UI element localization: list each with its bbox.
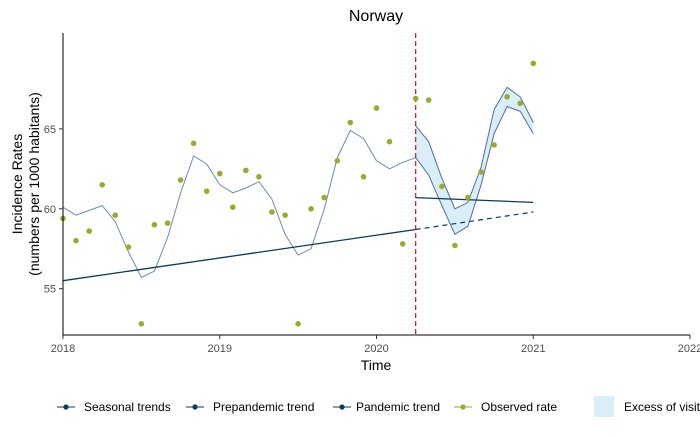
observed-point — [73, 237, 79, 244]
y-tick-label: 60 — [44, 204, 56, 216]
y-axis-title-line-1: Incidence Rates — [9, 134, 25, 234]
plot-area — [60, 33, 537, 335]
observed-point — [478, 169, 484, 175]
excess-band-lower-line — [415, 105, 534, 236]
x-tick-label: 2018 — [51, 343, 75, 355]
legend-item-seasonal: Seasonal trends — [57, 400, 171, 414]
legend-key-observed-dot — [460, 404, 466, 410]
observed-point — [360, 174, 367, 180]
legend-key-prepandemic-dot — [192, 404, 198, 410]
observed-point — [373, 105, 380, 111]
y-axis-title-line-2: (numbers per 1000 habitants) — [26, 92, 42, 276]
x-tick-label: 2021 — [521, 343, 545, 355]
observed-point — [164, 220, 171, 226]
legend-key-seasonal-dot — [63, 404, 69, 410]
observed-point — [230, 204, 236, 210]
legend-key-excess-swatch — [594, 396, 614, 417]
excess-band — [415, 87, 534, 235]
legend-item-excess: Excess of visits — [594, 396, 700, 417]
legend-label-excess: Excess of visits — [624, 400, 700, 414]
x-tick-label: 2019 — [208, 343, 232, 355]
prepandemic-projection-line — [415, 211, 534, 231]
observed-point — [112, 212, 118, 218]
observed-point — [321, 194, 328, 201]
observed-point — [347, 119, 354, 126]
observed-point — [177, 177, 184, 183]
observed-point — [282, 212, 288, 218]
observed-point — [399, 241, 406, 247]
observed-point — [491, 142, 497, 148]
observed-point — [412, 95, 419, 102]
observed-point — [439, 183, 445, 190]
observed-point — [530, 60, 537, 67]
observed-point — [203, 188, 210, 194]
excess-band-upper-line — [415, 86, 534, 210]
observed-point — [308, 206, 314, 212]
observed-point — [334, 158, 341, 164]
pandemic-trend-line — [415, 196, 534, 204]
observed-point — [125, 244, 132, 250]
legend-label-pandemic: Pandemic trend — [356, 400, 440, 414]
legend-label-prepandemic: Prepandemic trend — [213, 400, 314, 414]
observed-point — [269, 209, 275, 215]
observed-point — [138, 321, 145, 327]
x-tick-label: 2022 — [678, 343, 700, 355]
legend-item-observed: Observed rate — [454, 400, 557, 414]
y-tick-label: 55 — [44, 284, 56, 296]
seasonal-trend-line — [62, 129, 416, 279]
observed-point — [452, 242, 458, 249]
observed-point — [217, 170, 223, 177]
x-tick-label: 2020 — [364, 343, 388, 355]
chart-title: Norway — [349, 8, 403, 25]
observed-point — [386, 138, 393, 145]
prepandemic-trend-line — [62, 228, 416, 282]
legend-label-observed: Observed rate — [481, 400, 557, 414]
legend-key-pandemic-dot — [339, 404, 345, 410]
observed-point — [425, 97, 432, 103]
legend-item-pandemic: Pandemic trend — [333, 400, 440, 414]
observed-point — [86, 228, 92, 234]
legend: Seasonal trends Prepandemic trend Pandem… — [57, 396, 700, 417]
observed-point — [243, 167, 249, 174]
observed-point — [465, 194, 471, 201]
x-axis-title: Time — [361, 357, 392, 373]
axes: 55 60 65 2018 2019 2020 2021 2022 — [44, 33, 700, 355]
y-tick-label: 65 — [44, 124, 56, 136]
legend-label-seasonal: Seasonal trends — [84, 400, 171, 414]
legend-item-prepandemic: Prepandemic trend — [186, 400, 314, 414]
observed-point — [295, 321, 301, 327]
observed-point — [151, 221, 158, 228]
observed-point — [190, 140, 197, 147]
observed-point — [504, 94, 510, 100]
observed-point — [99, 182, 105, 188]
observed-point — [256, 174, 262, 180]
observed-point — [517, 100, 523, 107]
